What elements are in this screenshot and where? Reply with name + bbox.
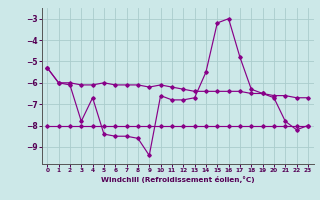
X-axis label: Windchill (Refroidissement éolien,°C): Windchill (Refroidissement éolien,°C) — [101, 176, 254, 183]
